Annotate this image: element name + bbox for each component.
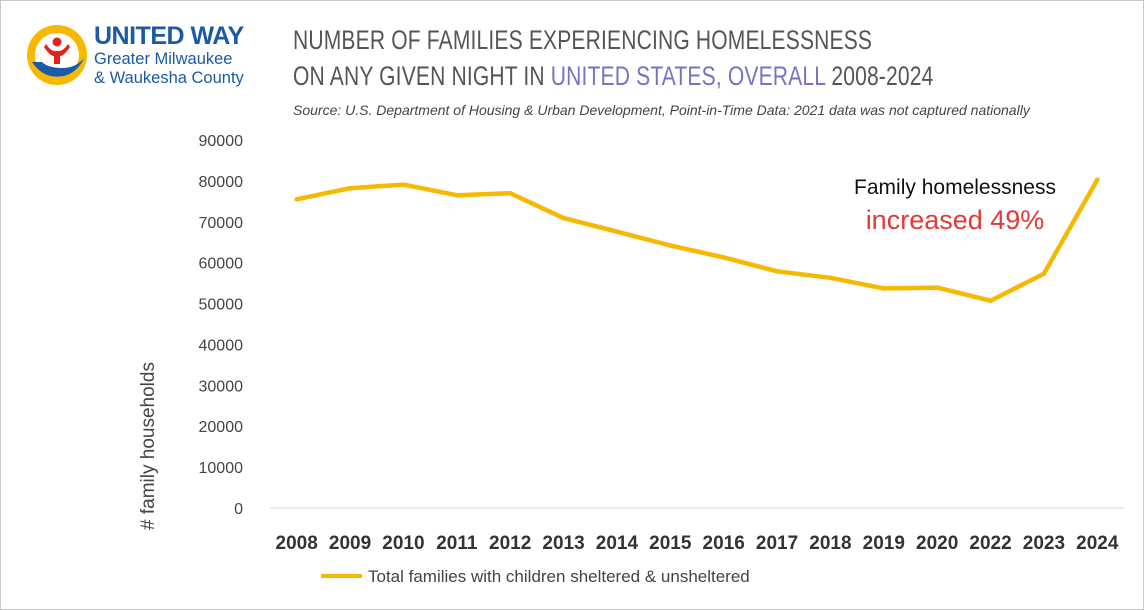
y-tick-label: 90000	[199, 133, 244, 150]
y-tick-label: 30000	[199, 378, 244, 395]
x-tick-label: 2010	[382, 533, 424, 554]
united-way-emblem-icon	[27, 25, 87, 85]
data-point	[561, 215, 566, 221]
x-tick-label: 2022	[969, 533, 1011, 554]
y-tick-label: 0	[234, 501, 243, 518]
data-point	[721, 255, 726, 260]
title-suffix: 2008-2024	[825, 61, 934, 91]
chart-title: NUMBER OF FAMILIES EXPERIENCING HOMELESS…	[293, 22, 933, 94]
x-tick-label: 2024	[1076, 533, 1119, 554]
y-tick-label: 10000	[199, 460, 244, 477]
data-point	[668, 243, 673, 248]
x-tick-label: 2012	[489, 533, 531, 554]
data-series	[294, 177, 1100, 303]
title-prefix: ON ANY GIVEN NIGHT IN	[293, 61, 551, 91]
x-tick-label: 2016	[703, 533, 745, 554]
x-tick-label: 2019	[863, 533, 905, 554]
data-point	[1041, 271, 1047, 276]
y-tick-label: 60000	[199, 256, 244, 273]
data-point	[347, 186, 353, 191]
legend-label: Total families with children sheltered &…	[368, 567, 750, 586]
united-way-logo: UNITED WAY Greater Milwaukee & Waukesha …	[24, 18, 274, 98]
legend: Total families with children sheltered &…	[321, 567, 750, 586]
data-point	[881, 286, 887, 291]
y-tick-label: 40000	[199, 337, 244, 354]
x-tick-label: 2015	[649, 533, 692, 554]
data-point	[507, 190, 513, 196]
title-highlight: UNITED STATES, OVERALL	[550, 61, 826, 91]
data-point	[454, 193, 460, 198]
y-tick-label: 80000	[199, 174, 244, 191]
annotation-line2: increased 49%	[866, 205, 1045, 235]
data-point	[828, 275, 833, 280]
data-point	[988, 298, 993, 303]
logo-org-name: UNITED WAY	[94, 22, 244, 50]
chart-title-line1: NUMBER OF FAMILIES EXPERIENCING HOMELESS…	[293, 25, 873, 55]
y-axis-ticks: 0 10000 20000 30000 40000 50000 60000 70000 8000…	[199, 133, 244, 518]
data-point	[774, 269, 780, 274]
data-point	[614, 229, 620, 234]
x-tick-label: 2008	[276, 533, 318, 554]
y-tick-label: 70000	[199, 215, 244, 232]
y-tick-label: 50000	[199, 297, 244, 314]
data-point	[401, 182, 406, 187]
series-line	[294, 177, 1100, 303]
x-tick-label: 2020	[916, 533, 958, 554]
logo-subtitle-line2: & Waukesha County	[94, 69, 244, 87]
source-note: Source: U.S. Department of Housing & Urb…	[293, 102, 1030, 118]
x-tick-label: 2014	[596, 533, 639, 554]
x-tick-label: 2013	[542, 533, 584, 554]
x-tick-label: 2017	[756, 533, 798, 554]
y-tick-label: 20000	[199, 419, 244, 436]
x-tick-label: 2018	[809, 533, 851, 554]
data-point	[294, 197, 299, 202]
logo-subtitle-line1: Greater Milwaukee	[94, 50, 233, 68]
x-tick-label: 2009	[329, 533, 371, 554]
x-axis-ticks: 2008 2009 2010 2011 2012 2013 2014 2015 2016 2017…	[276, 533, 1119, 554]
annotation-line1: Family homelessness	[854, 176, 1056, 199]
data-point	[1095, 177, 1100, 182]
chart-title-line2: ON ANY GIVEN NIGHT IN UNITED STATES, OVE…	[293, 58, 933, 94]
x-tick-label: 2011	[436, 533, 478, 554]
y-axis-label: # family households	[138, 362, 159, 530]
data-point	[934, 285, 940, 290]
x-tick-label: 2023	[1023, 533, 1065, 554]
